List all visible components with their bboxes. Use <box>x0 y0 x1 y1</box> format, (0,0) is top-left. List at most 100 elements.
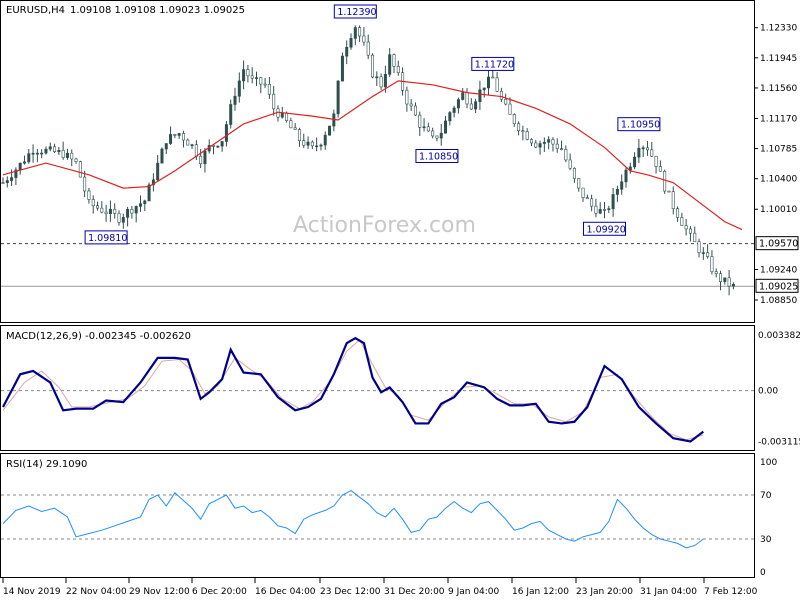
candle-body <box>18 162 22 171</box>
candle-body <box>435 135 439 139</box>
swing-label-box <box>415 149 459 164</box>
candle-body <box>160 148 164 164</box>
candle-body <box>529 139 533 144</box>
candle-body <box>306 141 310 146</box>
candle-body <box>340 55 344 82</box>
candle-body <box>405 89 409 105</box>
candle-body <box>156 162 160 181</box>
candle-body <box>61 150 65 158</box>
time-axis-label: 22 Nov 04:00 <box>66 587 127 597</box>
candle-body <box>719 273 723 282</box>
candle-body <box>242 69 246 82</box>
candle-body <box>413 105 417 116</box>
candle-body <box>392 54 396 67</box>
candle-body <box>5 180 9 184</box>
candle-body <box>594 205 598 214</box>
candle-body <box>181 133 185 141</box>
candle-body <box>358 27 362 37</box>
candle-body <box>1 182 5 184</box>
candle-body <box>83 176 87 192</box>
candle-body <box>349 38 353 48</box>
candle-body <box>336 80 340 115</box>
candle-body <box>684 225 688 230</box>
candle-body <box>48 146 52 150</box>
candle-body <box>40 152 44 155</box>
candle-body <box>285 112 289 122</box>
candle-body <box>177 133 181 136</box>
candle-body <box>650 149 654 157</box>
time-axis-label: 16 Jan 12:00 <box>512 587 569 597</box>
candle-body <box>688 228 692 234</box>
swing-label: 1.09810 <box>88 233 127 244</box>
candle-body <box>216 145 220 148</box>
candle-body <box>474 101 478 110</box>
rsi-axis-label: 0 <box>760 568 766 578</box>
candle-body <box>663 171 667 192</box>
candle-body <box>628 166 632 171</box>
candle-body <box>297 129 301 141</box>
candle-body <box>633 156 637 168</box>
moving-average-path <box>2 80 743 231</box>
price-axis: 1.12330 1.11945 1.11560 1.11170 1.10785 1.104… <box>754 24 797 306</box>
macd-axis-label: 0.00 <box>758 387 778 397</box>
time-axis-label: 6 Dec 20:00 <box>192 587 247 597</box>
candle-body <box>22 161 26 164</box>
candle-body <box>452 107 456 113</box>
candle-body <box>422 126 426 129</box>
level-tag-box <box>755 278 799 293</box>
price-axis-label: 1.11560 <box>760 84 797 94</box>
price-header-ohlc: 1.09108 1.09108 1.09023 1.09025 <box>70 5 245 16</box>
candle-body <box>87 190 91 200</box>
candle-body <box>431 130 435 137</box>
macd-panel-frame <box>0 325 755 451</box>
candle-body <box>35 152 39 155</box>
candle-body <box>143 200 147 204</box>
candle-body <box>658 166 662 172</box>
rsi-line <box>2 490 704 549</box>
candle-body <box>495 77 499 92</box>
candle-body <box>44 148 48 154</box>
candle-body <box>542 142 546 144</box>
candle-body <box>366 41 370 56</box>
price-candles <box>1 25 735 296</box>
candle-body <box>328 125 332 136</box>
candle-body <box>560 148 564 150</box>
macd-axis-label: -0.003115 <box>758 438 800 448</box>
candle-body <box>426 126 430 132</box>
candle-body <box>31 152 35 155</box>
level-tag: 1.09570 <box>759 239 798 250</box>
candle-body <box>310 141 314 147</box>
candle-body <box>169 134 173 144</box>
candle-body <box>525 131 529 140</box>
candle-body <box>224 124 228 142</box>
rsi-axis-label: 100 <box>760 458 777 468</box>
candle-body <box>491 76 495 79</box>
candle-body <box>564 149 568 161</box>
swing-label-box <box>333 4 377 19</box>
candle-body <box>504 98 508 105</box>
watermark: ActionForex.com <box>293 213 476 238</box>
candle-body <box>482 87 486 91</box>
candle-body <box>104 211 108 215</box>
macd-main-line <box>2 336 704 443</box>
candle-body <box>388 54 392 75</box>
price-axis-label: 1.09240 <box>760 265 797 275</box>
candle-body <box>448 112 452 122</box>
rsi-axis-label: 30 <box>760 535 772 545</box>
candle-body <box>603 209 607 211</box>
candle-body <box>521 130 525 133</box>
candle-body <box>624 169 628 183</box>
candle-body <box>315 145 319 148</box>
rsi-axis: 100 70 30 0 <box>760 458 777 578</box>
time-axis-label: 16 Dec 04:00 <box>255 587 316 597</box>
candle-body <box>723 277 727 282</box>
candle-body <box>220 141 224 147</box>
swing-label-box <box>583 221 627 236</box>
candle-body <box>302 140 306 146</box>
candle-body <box>581 187 585 198</box>
price-axis-label: 1.11945 <box>760 54 797 64</box>
price-axis-label: 1.10400 <box>760 175 797 185</box>
candle-body <box>671 191 675 209</box>
candle-body <box>194 144 198 157</box>
candle-body <box>254 77 258 79</box>
